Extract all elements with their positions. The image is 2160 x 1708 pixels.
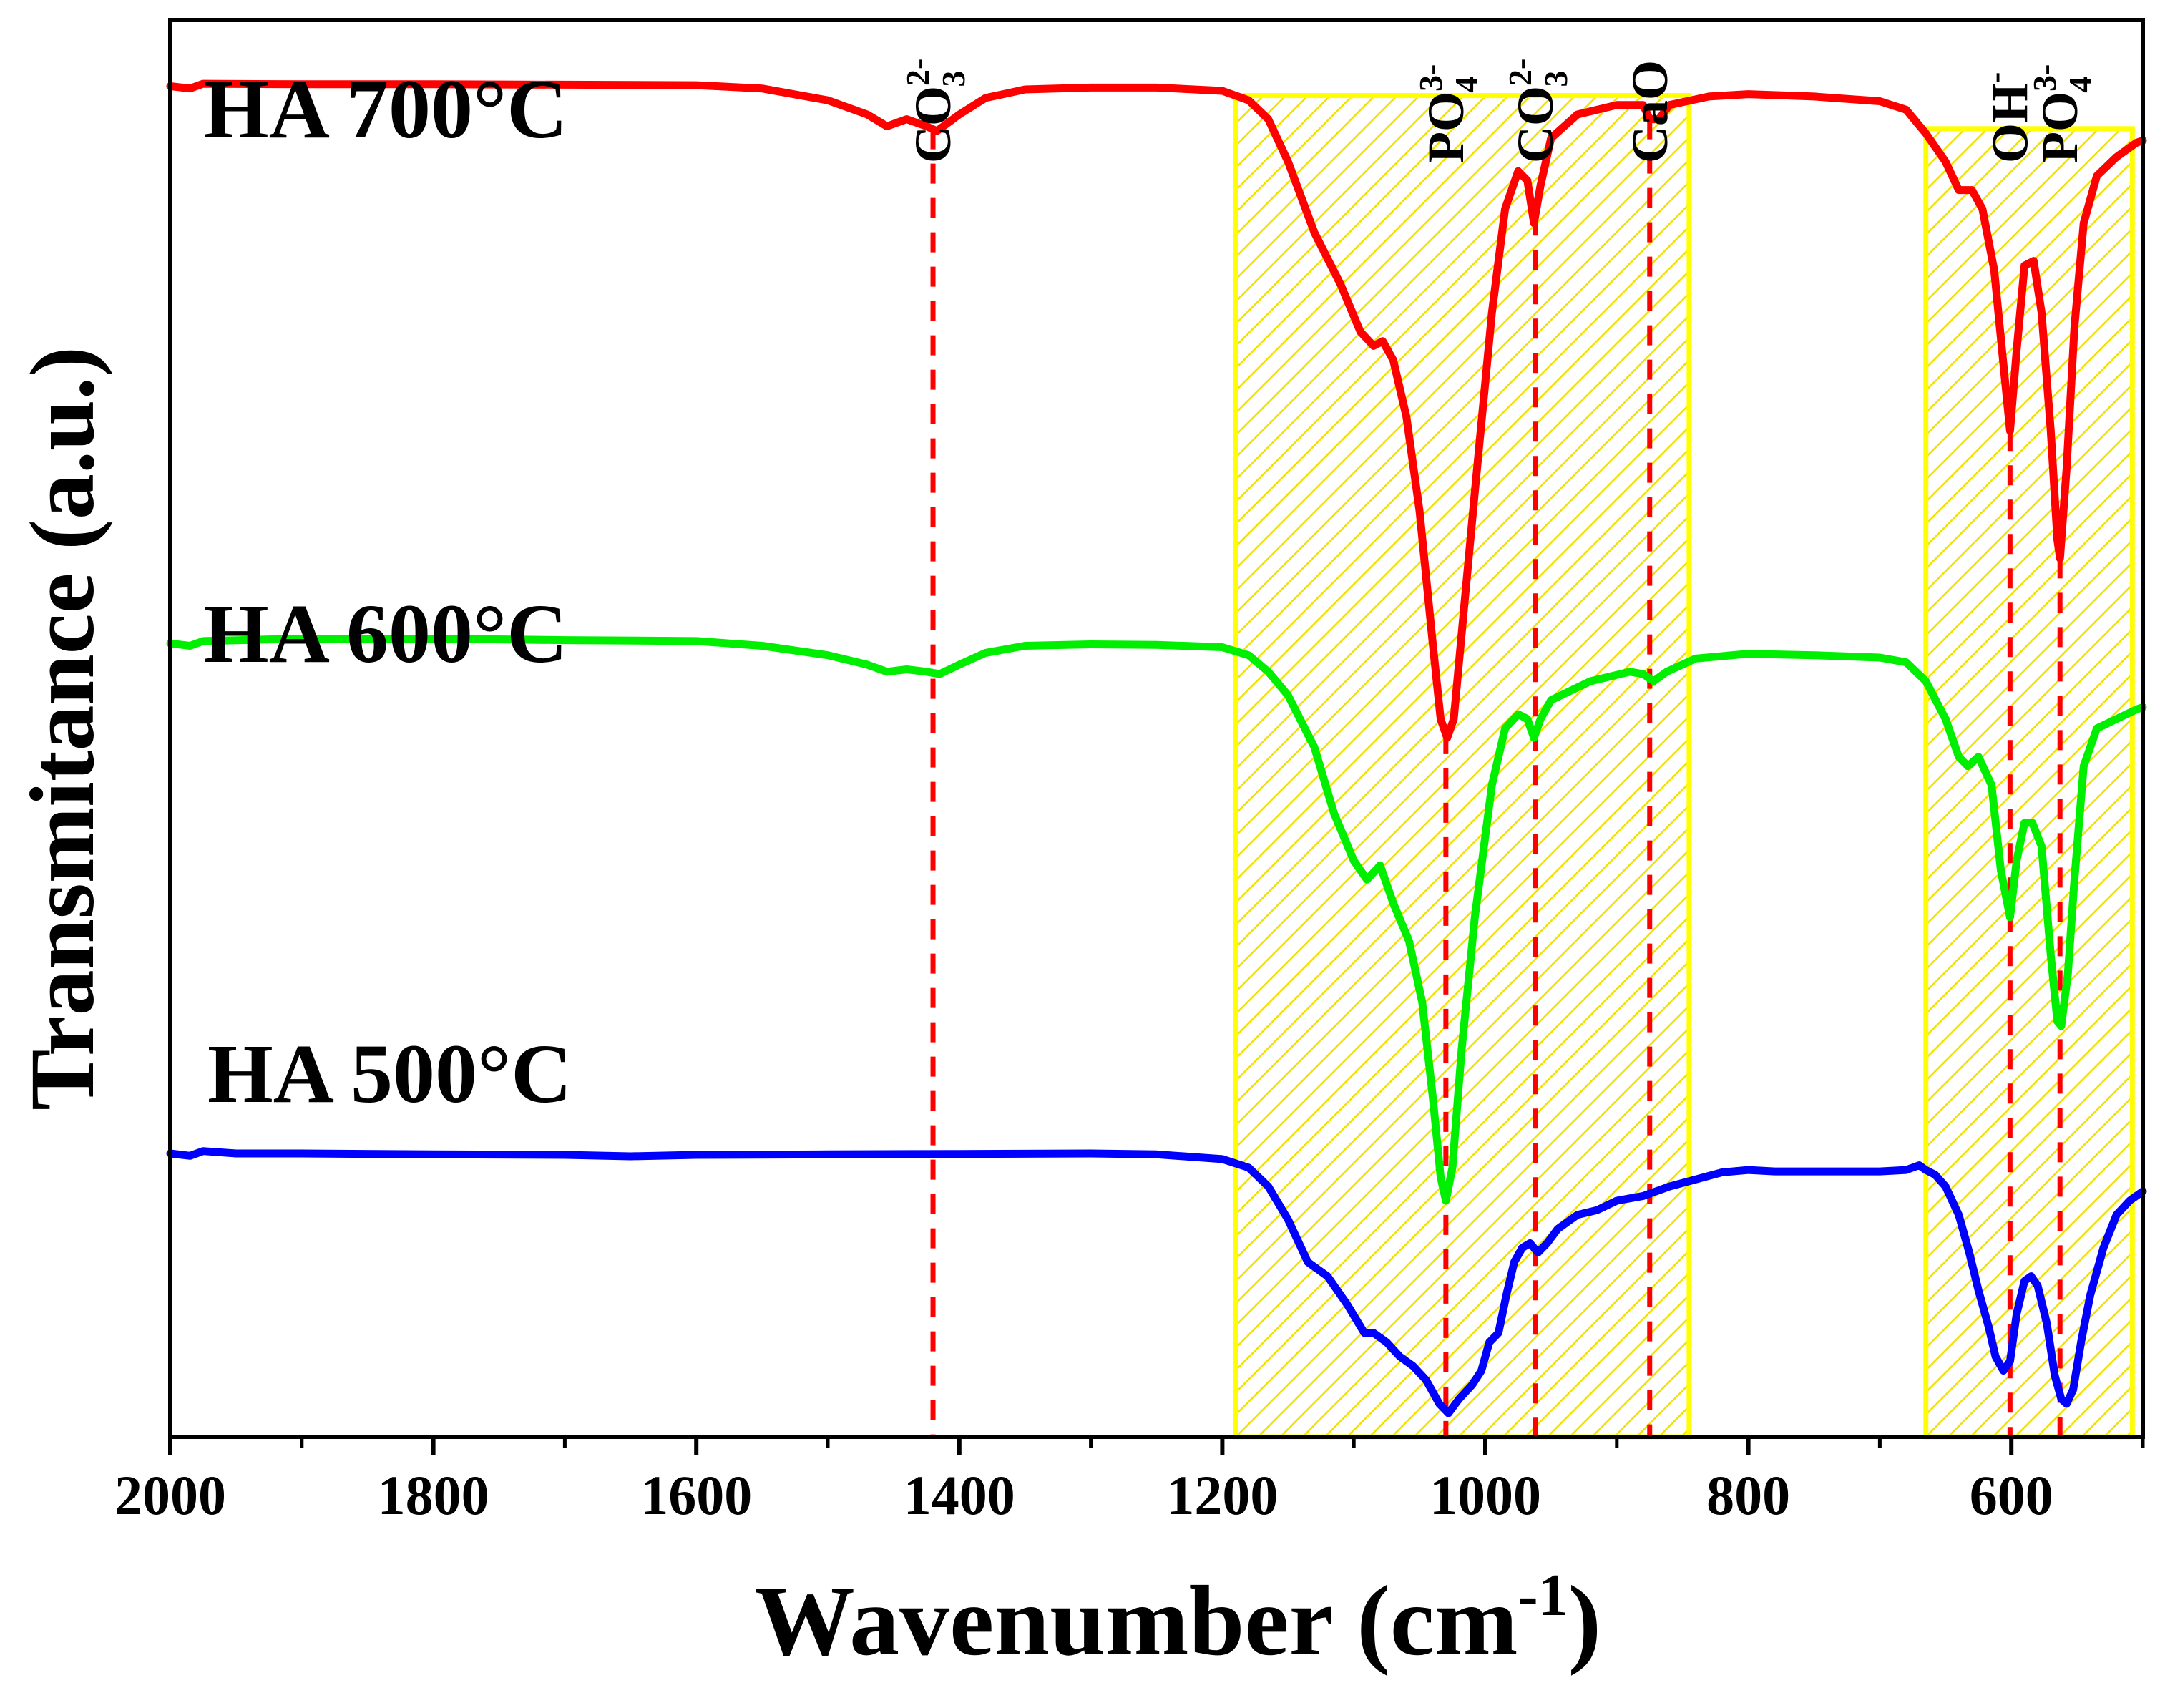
x-axis-title-sup: -1 <box>1518 1562 1568 1629</box>
peak-label-4: CaO <box>1621 60 1678 163</box>
series-label-1: HA 700°C <box>203 62 567 156</box>
peak-label-subscript: 4 <box>2062 77 2098 93</box>
x-tick-label-1400: 1400 <box>904 1464 1015 1526</box>
x-tick-label-2000: 2000 <box>114 1464 226 1526</box>
peak-label-3: CO2-3 <box>1502 59 1574 163</box>
peak-label-superscript: 2- <box>1502 59 1538 86</box>
peak-label-5: OH- <box>1976 72 2038 163</box>
peak-label-subscript: 4 <box>1448 77 1485 93</box>
peak-label-superscript: 2- <box>899 59 936 86</box>
series-label-3: HA 500°C <box>207 1027 572 1121</box>
peak-label-subscript: 3 <box>1538 71 1574 87</box>
peak-label-superscript: 3- <box>2026 64 2063 92</box>
peak-label-superscript: - <box>1976 72 2013 83</box>
x-tick-label-1600: 1600 <box>640 1464 752 1526</box>
x-axis-title-close: ) <box>1568 1566 1602 1677</box>
peak-label-main: PO <box>1417 92 1475 163</box>
series-line-3 <box>166 1147 2147 1417</box>
x-tick-label-1800: 1800 <box>378 1464 489 1526</box>
peak-label-main: PO <box>2031 92 2088 163</box>
peak-label-2: PO3-4 <box>1412 64 1485 163</box>
peak-label-superscript: 3- <box>1412 64 1449 92</box>
series-labels: HA 700°C HA 600°C HA 500°C <box>203 62 572 1121</box>
spectra-lines <box>166 79 2147 1417</box>
x-axis-title: Wavenumber (cm-1) <box>755 1562 1601 1677</box>
peak-marker-lines <box>930 119 2063 1437</box>
peak-label-main: OH <box>1981 83 2038 163</box>
peak-label-6: PO3-4 <box>2026 64 2098 163</box>
plot-frame <box>168 18 2145 1439</box>
series-line-2 <box>166 635 2147 1205</box>
shaded-region-2 <box>1923 126 2135 1440</box>
peak-label-main: CO <box>904 86 962 163</box>
peak-label-main: CaO <box>1621 60 1678 163</box>
x-tick-label-1200: 1200 <box>1166 1464 1278 1526</box>
series-label-2: HA 600°C <box>203 587 567 680</box>
series-line-1 <box>166 79 2147 742</box>
x-tick-label-600: 600 <box>1970 1464 2053 1526</box>
x-ticks: 2000 1800 1600 1400 1200 1000 800 600 <box>114 1437 2145 1526</box>
x-axis-title-main: Wavenumber (cm <box>755 1566 1518 1677</box>
peak-label-1: CO2-3 <box>899 59 972 163</box>
x-tick-label-800: 800 <box>1706 1464 1790 1526</box>
y-axis-title: Transmitance (a.u.) <box>11 346 113 1111</box>
x-tick-label-1000: 1000 <box>1430 1464 1541 1526</box>
shaded-region-1 <box>1233 93 1692 1440</box>
peak-label-main: CO <box>1507 86 1564 163</box>
peak-label-subscript: 3 <box>935 71 972 87</box>
